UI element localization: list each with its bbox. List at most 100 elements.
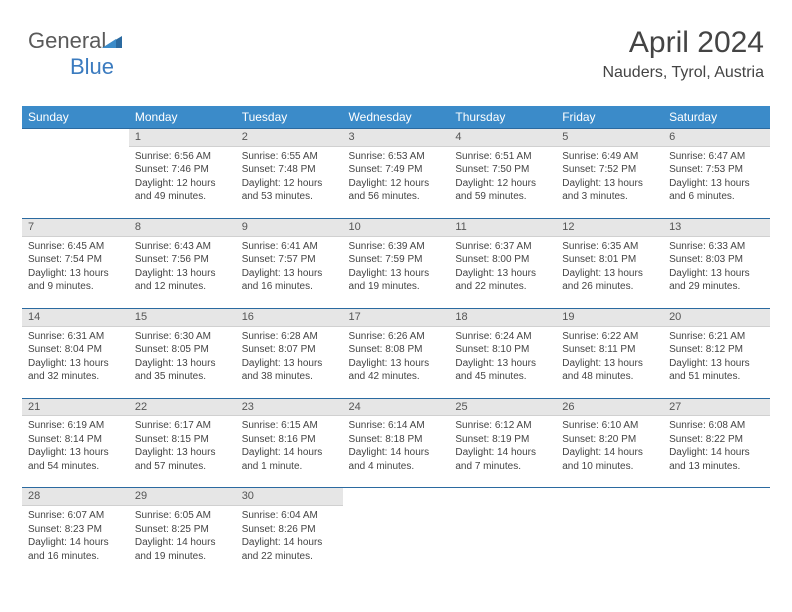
sunset-text: Sunset: 8:04 PM bbox=[28, 343, 123, 357]
sunset-text: Sunset: 8:19 PM bbox=[455, 433, 550, 447]
daylight-text: Daylight: 13 hours and 29 minutes. bbox=[669, 267, 764, 294]
sunrise-text: Sunrise: 6:45 AM bbox=[28, 240, 123, 254]
day-number-cell: 30 bbox=[236, 488, 343, 506]
daylight-text: Daylight: 13 hours and 22 minutes. bbox=[455, 267, 550, 294]
day-content-cell: Sunrise: 6:43 AMSunset: 7:56 PMDaylight:… bbox=[129, 236, 236, 308]
day-content-cell: Sunrise: 6:33 AMSunset: 8:03 PMDaylight:… bbox=[663, 236, 770, 308]
day-number-cell: 26 bbox=[556, 398, 663, 416]
weekday-header: Friday bbox=[556, 106, 663, 129]
daylight-text: Daylight: 14 hours and 10 minutes. bbox=[562, 446, 657, 473]
day-number-cell: 9 bbox=[236, 218, 343, 236]
daylight-text: Daylight: 13 hours and 45 minutes. bbox=[455, 357, 550, 384]
day-number-cell bbox=[343, 488, 450, 506]
sunrise-text: Sunrise: 6:47 AM bbox=[669, 150, 764, 164]
daylight-text: Daylight: 13 hours and 6 minutes. bbox=[669, 177, 764, 204]
day-number-cell: 4 bbox=[449, 129, 556, 147]
sunset-text: Sunset: 8:18 PM bbox=[349, 433, 444, 447]
sunset-text: Sunset: 7:53 PM bbox=[669, 163, 764, 177]
calendar-table: SundayMondayTuesdayWednesdayThursdayFrid… bbox=[22, 106, 770, 578]
day-content-cell bbox=[449, 506, 556, 578]
weekday-header: Wednesday bbox=[343, 106, 450, 129]
sunset-text: Sunset: 8:16 PM bbox=[242, 433, 337, 447]
day-number-cell: 22 bbox=[129, 398, 236, 416]
daylight-text: Daylight: 14 hours and 7 minutes. bbox=[455, 446, 550, 473]
sunset-text: Sunset: 8:23 PM bbox=[28, 523, 123, 537]
daylight-text: Daylight: 14 hours and 16 minutes. bbox=[28, 536, 123, 563]
daylight-text: Daylight: 14 hours and 1 minute. bbox=[242, 446, 337, 473]
sunrise-text: Sunrise: 6:22 AM bbox=[562, 330, 657, 344]
sunset-text: Sunset: 7:50 PM bbox=[455, 163, 550, 177]
sunset-text: Sunset: 8:12 PM bbox=[669, 343, 764, 357]
day-content-cell: Sunrise: 6:05 AMSunset: 8:25 PMDaylight:… bbox=[129, 506, 236, 578]
sunrise-text: Sunrise: 6:14 AM bbox=[349, 419, 444, 433]
sunrise-text: Sunrise: 6:51 AM bbox=[455, 150, 550, 164]
sunrise-text: Sunrise: 6:55 AM bbox=[242, 150, 337, 164]
logo-text-2: Blue bbox=[70, 54, 114, 79]
daylight-text: Daylight: 13 hours and 16 minutes. bbox=[242, 267, 337, 294]
daylight-text: Daylight: 13 hours and 38 minutes. bbox=[242, 357, 337, 384]
day-content-cell: Sunrise: 6:35 AMSunset: 8:01 PMDaylight:… bbox=[556, 236, 663, 308]
sunset-text: Sunset: 8:15 PM bbox=[135, 433, 230, 447]
day-content-cell: Sunrise: 6:15 AMSunset: 8:16 PMDaylight:… bbox=[236, 416, 343, 488]
day-number-cell: 15 bbox=[129, 308, 236, 326]
day-content-cell: Sunrise: 6:22 AMSunset: 8:11 PMDaylight:… bbox=[556, 326, 663, 398]
sunrise-text: Sunrise: 6:37 AM bbox=[455, 240, 550, 254]
weekday-header: Monday bbox=[129, 106, 236, 129]
day-number-cell bbox=[22, 129, 129, 147]
day-number-cell: 28 bbox=[22, 488, 129, 506]
daylight-text: Daylight: 13 hours and 35 minutes. bbox=[135, 357, 230, 384]
daylight-text: Daylight: 13 hours and 51 minutes. bbox=[669, 357, 764, 384]
daylight-text: Daylight: 12 hours and 56 minutes. bbox=[349, 177, 444, 204]
weekday-header-row: SundayMondayTuesdayWednesdayThursdayFrid… bbox=[22, 106, 770, 129]
sunset-text: Sunset: 8:14 PM bbox=[28, 433, 123, 447]
day-content-cell: Sunrise: 6:56 AMSunset: 7:46 PMDaylight:… bbox=[129, 146, 236, 218]
sunset-text: Sunset: 7:49 PM bbox=[349, 163, 444, 177]
sunrise-text: Sunrise: 6:05 AM bbox=[135, 509, 230, 523]
sunset-text: Sunset: 7:48 PM bbox=[242, 163, 337, 177]
day-content-cell: Sunrise: 6:26 AMSunset: 8:08 PMDaylight:… bbox=[343, 326, 450, 398]
day-content-row: Sunrise: 6:07 AMSunset: 8:23 PMDaylight:… bbox=[22, 506, 770, 578]
daylight-text: Daylight: 13 hours and 42 minutes. bbox=[349, 357, 444, 384]
sunset-text: Sunset: 8:25 PM bbox=[135, 523, 230, 537]
day-number-cell: 7 bbox=[22, 218, 129, 236]
sunrise-text: Sunrise: 6:39 AM bbox=[349, 240, 444, 254]
daylight-text: Daylight: 13 hours and 3 minutes. bbox=[562, 177, 657, 204]
day-number-cell: 13 bbox=[663, 218, 770, 236]
sunset-text: Sunset: 7:54 PM bbox=[28, 253, 123, 267]
sunset-text: Sunset: 7:59 PM bbox=[349, 253, 444, 267]
weekday-header: Tuesday bbox=[236, 106, 343, 129]
sunrise-text: Sunrise: 6:30 AM bbox=[135, 330, 230, 344]
day-number-cell: 1 bbox=[129, 129, 236, 147]
day-number-cell bbox=[663, 488, 770, 506]
day-number-cell: 10 bbox=[343, 218, 450, 236]
daylight-text: Daylight: 13 hours and 12 minutes. bbox=[135, 267, 230, 294]
day-number-cell: 29 bbox=[129, 488, 236, 506]
sunrise-text: Sunrise: 6:07 AM bbox=[28, 509, 123, 523]
day-content-cell: Sunrise: 6:45 AMSunset: 7:54 PMDaylight:… bbox=[22, 236, 129, 308]
day-content-row: Sunrise: 6:19 AMSunset: 8:14 PMDaylight:… bbox=[22, 416, 770, 488]
sunrise-text: Sunrise: 6:12 AM bbox=[455, 419, 550, 433]
day-number-cell: 23 bbox=[236, 398, 343, 416]
day-content-cell: Sunrise: 6:49 AMSunset: 7:52 PMDaylight:… bbox=[556, 146, 663, 218]
sunrise-text: Sunrise: 6:15 AM bbox=[242, 419, 337, 433]
daylight-text: Daylight: 13 hours and 26 minutes. bbox=[562, 267, 657, 294]
logo: General Blue bbox=[28, 28, 124, 80]
sunset-text: Sunset: 7:46 PM bbox=[135, 163, 230, 177]
sunrise-text: Sunrise: 6:41 AM bbox=[242, 240, 337, 254]
day-content-cell: Sunrise: 6:24 AMSunset: 8:10 PMDaylight:… bbox=[449, 326, 556, 398]
day-content-cell: Sunrise: 6:21 AMSunset: 8:12 PMDaylight:… bbox=[663, 326, 770, 398]
day-content-row: Sunrise: 6:45 AMSunset: 7:54 PMDaylight:… bbox=[22, 236, 770, 308]
day-content-cell bbox=[663, 506, 770, 578]
sunrise-text: Sunrise: 6:31 AM bbox=[28, 330, 123, 344]
sunset-text: Sunset: 8:01 PM bbox=[562, 253, 657, 267]
day-number-row: 21222324252627 bbox=[22, 398, 770, 416]
sunset-text: Sunset: 7:57 PM bbox=[242, 253, 337, 267]
daylight-text: Daylight: 13 hours and 32 minutes. bbox=[28, 357, 123, 384]
day-content-cell: Sunrise: 6:10 AMSunset: 8:20 PMDaylight:… bbox=[556, 416, 663, 488]
sunrise-text: Sunrise: 6:33 AM bbox=[669, 240, 764, 254]
daylight-text: Daylight: 14 hours and 4 minutes. bbox=[349, 446, 444, 473]
day-content-cell bbox=[343, 506, 450, 578]
day-content-cell: Sunrise: 6:04 AMSunset: 8:26 PMDaylight:… bbox=[236, 506, 343, 578]
sunset-text: Sunset: 8:22 PM bbox=[669, 433, 764, 447]
daylight-text: Daylight: 13 hours and 9 minutes. bbox=[28, 267, 123, 294]
